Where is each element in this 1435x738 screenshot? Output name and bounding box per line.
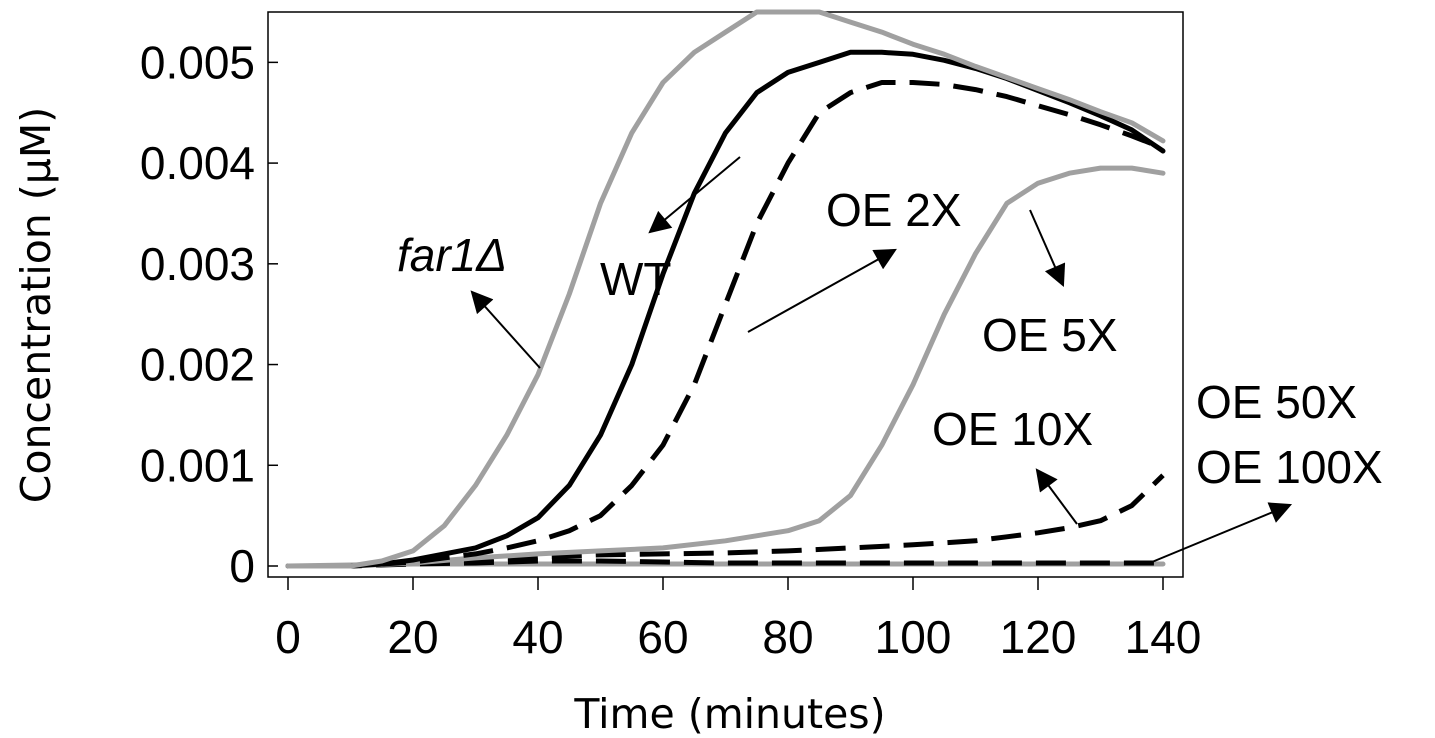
y-tick-label: 0.003 xyxy=(140,238,255,290)
label-oe10x: OE 10X xyxy=(932,403,1093,455)
x-tick-label: 100 xyxy=(875,611,952,663)
x-tick-label: 20 xyxy=(387,611,438,663)
y-tick-label: 0.001 xyxy=(140,439,255,491)
label-oe5x: OE 5X xyxy=(982,309,1118,361)
arrow-oe5x xyxy=(1029,209,1066,288)
series-line-oe-5x xyxy=(285,165,1166,569)
x-tick-label: 40 xyxy=(512,611,563,663)
x-tick-label: 60 xyxy=(637,611,688,663)
y-axis-title: Concentration (μM) xyxy=(12,107,60,504)
x-tick-label: 0 xyxy=(275,611,301,663)
label-oe50x: OE 50X xyxy=(1196,376,1357,428)
y-tick-label: 0.002 xyxy=(140,339,255,391)
x-tick-label: 80 xyxy=(762,611,813,663)
arrow-wt xyxy=(648,156,741,234)
y-axis: 0 0.001 0.002 0.003 0.004 0.005 xyxy=(140,36,278,592)
label-wt: WT xyxy=(600,253,672,305)
y-tick-label: 0.005 xyxy=(140,36,255,88)
y-tick-label: 0.004 xyxy=(140,137,255,189)
arrow-oe50x-100x xyxy=(1151,502,1293,563)
label-oe2x: OE 2X xyxy=(826,184,962,236)
series-line-oe-2x xyxy=(288,80,1164,569)
x-tick-label: 120 xyxy=(1000,611,1077,663)
x-tick-label: 140 xyxy=(1125,611,1202,663)
x-axis: 0 20 40 60 80 100 120 140 xyxy=(275,577,1201,663)
series-labels: far1Δ WT OE 2X OE 5X OE 10X OE 50X OE 10… xyxy=(397,184,1383,493)
label-far1: far1Δ xyxy=(397,229,507,281)
arrow-oe2x xyxy=(747,248,897,333)
arrow-oe10x xyxy=(1035,468,1078,525)
arrow-far1 xyxy=(470,290,541,369)
series-line-oe-10x xyxy=(288,473,1165,569)
series-line-far1- xyxy=(285,9,1166,569)
series-layer xyxy=(285,9,1166,569)
plot-frame xyxy=(267,11,1184,578)
y-tick-label: 0 xyxy=(229,540,255,592)
label-oe100x: OE 100X xyxy=(1196,441,1383,493)
x-axis-title: Time (minutes) xyxy=(573,690,885,738)
annotation-arrows xyxy=(470,156,1293,563)
